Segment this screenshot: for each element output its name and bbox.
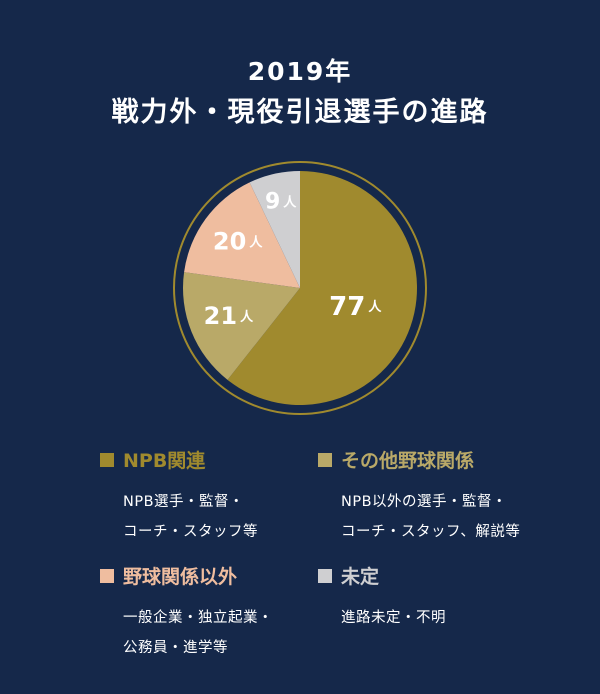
legend-label: 未定 [341, 566, 380, 588]
legend-item-non-baseball: 野球関係以外 一般企業・独立起業・ 公務員・進学等 [100, 562, 340, 663]
pie-outer-ring [173, 161, 427, 415]
legend-desc: 進路未定・不明 [341, 610, 446, 626]
pie-data-label: 21 人 [204, 302, 254, 330]
pie-data-label: 77 人 [329, 292, 382, 322]
legend-label: その他野球関係 [341, 450, 475, 472]
pie-chart: 77 人 21 人 20 人9 人 [173, 161, 427, 415]
legend-desc: NPB選手・監督・ [123, 494, 245, 510]
legend-desc: 一般企業・独立起業・ [123, 610, 273, 626]
legend-item-other-baseball: その他野球関係 NPB以外の選手・監督・ コーチ・スタッフ、解説等 [318, 446, 558, 547]
pie-slice [184, 182, 300, 288]
legend-desc: 公務員・進学等 [123, 640, 228, 656]
legend-label: NPB関連 [123, 450, 206, 472]
legend-desc: コーチ・スタッフ、解説等 [341, 524, 521, 540]
legend-item-npb: NPB関連 NPB選手・監督・ コーチ・スタッフ等 [100, 446, 340, 547]
legend-swatch [318, 452, 332, 467]
legend-swatch [100, 452, 114, 467]
pie-data-label: 20 人 [213, 227, 263, 255]
legend-swatch [318, 568, 332, 583]
chart-title-year: 2019年 [247, 57, 353, 86]
pie-slice [249, 171, 300, 288]
pie-slice [227, 171, 417, 405]
chart-title: 戦力外・現役引退選手の進路 [111, 97, 489, 128]
legend-swatch [100, 568, 114, 583]
pie-slice [182, 272, 300, 380]
legend-item-undecided: 未定 進路未定・不明 [318, 562, 558, 633]
legend-label: 野球関係以外 [123, 566, 238, 588]
legend-desc: コーチ・スタッフ等 [123, 524, 258, 540]
legend-desc: NPB以外の選手・監督・ [341, 494, 508, 510]
